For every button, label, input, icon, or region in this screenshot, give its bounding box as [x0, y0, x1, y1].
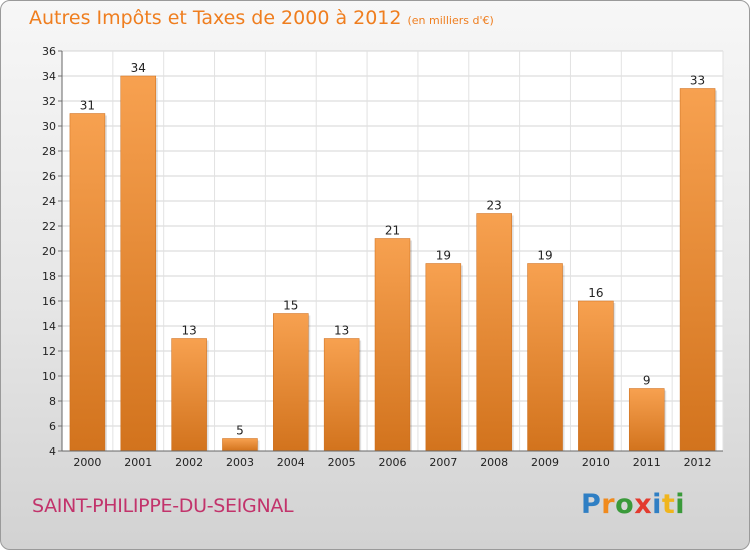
title-row: Autres Impôts et Taxes de 2000 à 2012 (en…	[29, 7, 494, 29]
logo-letter: o	[615, 489, 635, 520]
y-tick-label: 30	[42, 120, 56, 133]
bar-2007	[425, 263, 462, 452]
y-tick-label: 10	[42, 370, 56, 383]
bar-value-label: 9	[643, 374, 651, 388]
x-tick-label: 2006	[379, 456, 407, 469]
x-tick-label: 2010	[582, 456, 610, 469]
bar-value-label: 19	[436, 249, 451, 263]
bar-2003	[222, 438, 258, 452]
bar-value-label: 19	[537, 249, 552, 263]
x-tick-label: 2003	[226, 456, 254, 469]
y-tick-label: 26	[42, 170, 56, 183]
proxiti-logo: Proxiti	[581, 489, 685, 520]
y-tick-label: 32	[42, 95, 56, 108]
logo-letter: P	[581, 489, 602, 520]
chart-subtitle: (en milliers d'€)	[407, 14, 494, 27]
x-tick-label: 2008	[480, 456, 508, 469]
x-tick-label: 2004	[277, 456, 305, 469]
y-tick-label: 6	[49, 420, 56, 433]
bar-value-label: 31	[80, 99, 95, 113]
bar-value-label: 16	[588, 286, 603, 300]
y-tick-label: 8	[49, 395, 56, 408]
logo-letter: i	[652, 489, 662, 520]
bar-2008	[476, 213, 512, 452]
bar-value-label: 15	[283, 299, 298, 313]
x-tick-label: 2009	[531, 456, 559, 469]
logo-letter: x	[634, 489, 653, 520]
bar-2010	[578, 300, 614, 452]
y-tick-label: 36	[42, 45, 56, 58]
bar-2005	[323, 338, 360, 452]
x-tick-label: 2011	[633, 456, 661, 469]
chart-title: Autres Impôts et Taxes de 2000 à 2012	[29, 7, 402, 29]
y-tick-label: 20	[42, 245, 56, 258]
x-tick-label: 2007	[429, 456, 457, 469]
bar-value-label: 33	[690, 74, 705, 88]
x-tick-label: 2005	[328, 456, 356, 469]
bar-value-label: 13	[334, 324, 349, 338]
bar-value-label: 5	[236, 424, 244, 438]
logo-letter: t	[661, 489, 676, 520]
y-tick-label: 12	[42, 345, 56, 358]
logo-letter: r	[601, 489, 616, 520]
y-tick-label: 18	[42, 270, 56, 283]
x-tick-label: 2000	[73, 456, 101, 469]
y-tick-label: 22	[42, 220, 56, 233]
x-tick-label: 2012	[684, 456, 712, 469]
y-tick-label: 14	[42, 320, 56, 333]
logo-letter: i	[675, 489, 686, 520]
bar-value-label: 21	[385, 224, 400, 238]
commune-name: SAINT-PHILIPPE-DU-SEIGNAL	[32, 495, 294, 517]
y-tick-label: 34	[42, 70, 56, 83]
bar-2004	[273, 313, 309, 452]
bar-2000	[69, 113, 106, 452]
x-tick-label: 2002	[175, 456, 203, 469]
bar-value-label: 13	[181, 324, 196, 338]
y-tick-label: 28	[42, 145, 56, 158]
y-tick-label: 4	[49, 445, 56, 458]
bar-value-label: 34	[131, 61, 146, 75]
bar-2001	[120, 75, 157, 452]
y-tick-label: 16	[42, 295, 56, 308]
bar-2009	[527, 263, 563, 452]
bar-2006	[374, 238, 411, 452]
bar-value-label: 23	[487, 199, 502, 213]
bar-2002	[171, 338, 207, 452]
y-tick-label: 24	[42, 195, 56, 208]
bar-2011	[628, 388, 665, 452]
bar-2012	[679, 88, 716, 452]
x-tick-label: 2001	[124, 456, 152, 469]
